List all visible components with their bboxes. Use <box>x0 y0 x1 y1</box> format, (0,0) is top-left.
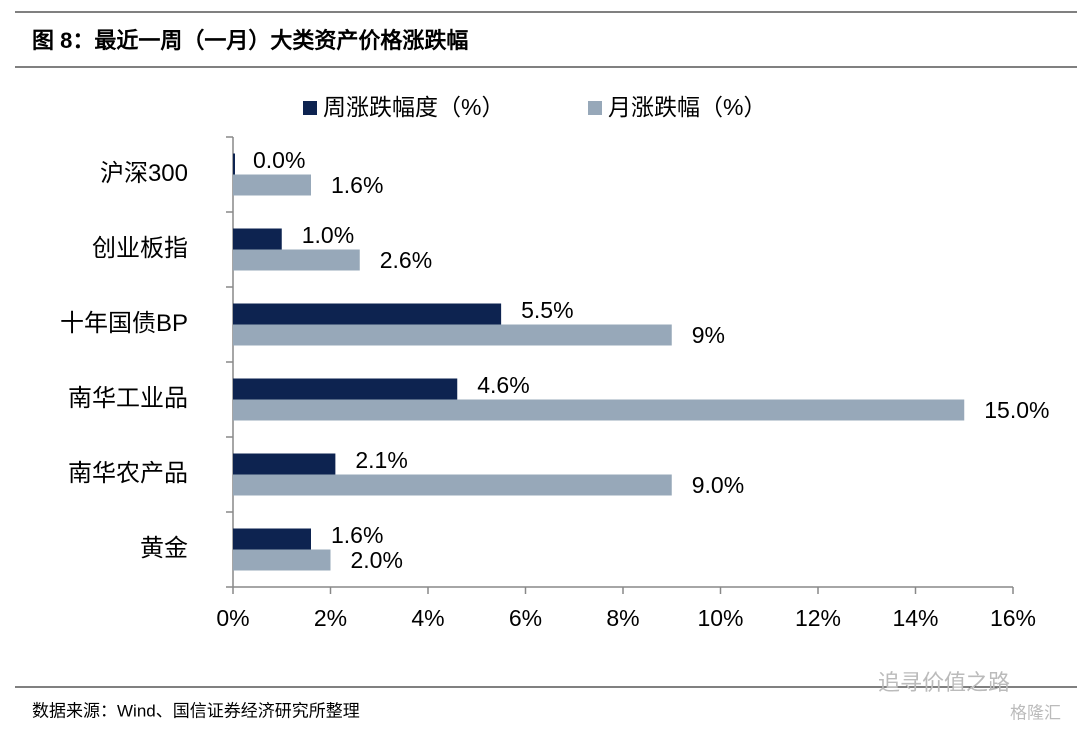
bar <box>233 549 331 571</box>
x-tick-label: 12% <box>795 605 841 631</box>
legend-label: 月涨跌幅（%） <box>608 94 766 120</box>
value-label: 0.0% <box>253 147 305 173</box>
y-tick-label: 十年国债BP <box>60 310 188 337</box>
legend-swatch <box>588 101 602 115</box>
bar <box>233 528 311 550</box>
value-label: 1.6% <box>331 172 383 198</box>
x-tick-label: 16% <box>990 605 1036 631</box>
y-tick-label: 创业板指 <box>92 235 188 262</box>
bar <box>233 174 311 196</box>
watermark: 格隆汇 <box>1010 703 1061 722</box>
value-label: 5.5% <box>521 297 573 323</box>
value-label: 1.0% <box>302 222 354 248</box>
y-tick-label: 沪深300 <box>100 160 188 187</box>
x-tick-label: 10% <box>697 605 743 631</box>
bar <box>233 228 282 250</box>
x-tick-label: 4% <box>411 605 444 631</box>
value-label: 2.6% <box>380 247 432 273</box>
y-tick-label: 南华农产品 <box>68 460 188 487</box>
x-tick-label: 2% <box>314 605 347 631</box>
y-tick-label: 南华工业品 <box>68 385 188 412</box>
bar <box>233 324 672 346</box>
bar <box>233 453 336 475</box>
value-label: 2.0% <box>351 547 403 573</box>
x-tick-label: 8% <box>606 605 639 631</box>
x-tick-label: 0% <box>216 605 249 631</box>
watermark: 追寻价值之路 <box>878 670 1010 695</box>
value-label: 1.6% <box>331 522 383 548</box>
bar <box>233 399 965 421</box>
legend-label: 周涨跌幅度（%） <box>323 94 504 120</box>
x-tick-label: 14% <box>892 605 938 631</box>
value-label: 9% <box>692 322 725 348</box>
bar <box>233 378 458 400</box>
y-tick-label: 黄金 <box>140 535 188 562</box>
bar <box>233 249 360 271</box>
bar <box>233 303 502 325</box>
x-tick-label: 6% <box>509 605 542 631</box>
value-label: 9.0% <box>692 472 744 498</box>
value-label: 15.0% <box>984 397 1049 423</box>
source: 数据来源：Wind、国信证券经济研究所整理 <box>32 701 360 720</box>
value-label: 4.6% <box>477 372 529 398</box>
chart-title: 图 8：最近一周（一月）大类资产价格涨跌幅 <box>32 28 468 53</box>
bar <box>233 474 672 496</box>
legend-swatch <box>303 101 317 115</box>
value-label: 2.1% <box>355 447 407 473</box>
